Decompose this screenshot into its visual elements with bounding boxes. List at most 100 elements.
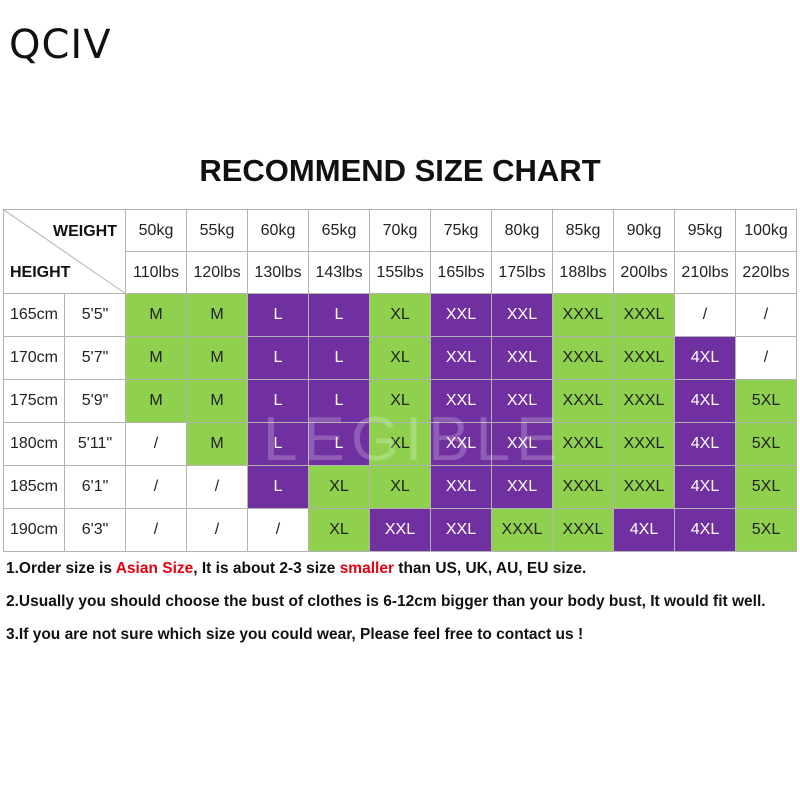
size-cell: M: [125, 336, 187, 380]
size-cell: M: [186, 379, 248, 423]
size-cell: L: [247, 422, 309, 466]
note-line: 3.If you are not sure which size you cou…: [6, 624, 800, 657]
size-cell: XL: [369, 293, 431, 337]
weight-lbs-cell: 155lbs: [369, 251, 431, 294]
size-cell: L: [247, 379, 309, 423]
size-cell: XL: [369, 465, 431, 509]
size-cell: 5XL: [735, 422, 797, 466]
size-cell: XXXL: [552, 336, 614, 380]
weight-lbs-cell: 110lbs: [125, 251, 187, 294]
weight-kg-cell: 75kg: [430, 209, 492, 252]
size-cell: /: [125, 508, 187, 552]
size-cell: XXXL: [613, 465, 675, 509]
size-cell: XL: [308, 465, 370, 509]
size-cell: XL: [308, 508, 370, 552]
size-cell: M: [125, 293, 187, 337]
size-row: 165cm 5'5" M M L L XL XXL XXL XXXL XXXL / /: [3, 293, 797, 337]
weight-kg-cell: 70kg: [369, 209, 431, 252]
note-text: 1.Order size is: [6, 560, 116, 577]
height-cm-cell: 175cm: [3, 379, 65, 423]
size-cell: XL: [369, 422, 431, 466]
size-row: 180cm 5'11" / M L L XL XXL XXL XXXL XXXL 4XL 5XL: [3, 422, 797, 466]
size-cell: /: [674, 293, 736, 337]
size-cell: 4XL: [674, 422, 736, 466]
size-row: 175cm 5'9" M M L L XL XXL XXL XXXL XXXL 4XL 5XL: [3, 379, 797, 423]
size-cell: XXL: [491, 379, 553, 423]
size-cell: /: [125, 422, 187, 466]
highlight-text: smaller: [339, 560, 394, 577]
size-cell: 4XL: [674, 379, 736, 423]
weight-lbs-cell: 220lbs: [735, 251, 797, 294]
size-cell: 5XL: [735, 508, 797, 552]
note-text: , It is about 2-3 size: [193, 560, 340, 577]
size-cell: XXXL: [552, 465, 614, 509]
size-cell: XXL: [430, 336, 492, 380]
size-cell: XXXL: [552, 508, 614, 552]
note-text: 2.Usually you should choose the bust of …: [6, 593, 766, 610]
size-cell: XXL: [491, 293, 553, 337]
size-cell: L: [247, 293, 309, 337]
size-cell: 4XL: [674, 508, 736, 552]
size-cell: XXXL: [552, 422, 614, 466]
weight-kg-row: WEIGHT HEIGHT 50kg 55kg 60kg 65kg 70kg 75kg 80…: [3, 209, 797, 294]
weight-lbs-cell: 120lbs: [186, 251, 248, 294]
page-title: RECOMMEND SIZE CHART: [199, 153, 601, 188]
weight-lbs-cell: 200lbs: [613, 251, 675, 294]
table-corner: WEIGHT HEIGHT: [3, 209, 126, 294]
note-text: 3.If you are not sure which size you cou…: [6, 626, 584, 643]
size-cell: XXXL: [552, 293, 614, 337]
size-cell: XXL: [430, 465, 492, 509]
weight-kg-cell: 100kg: [735, 209, 797, 252]
size-row: 185cm 6'1" / / L XL XL XXL XXL XXXL XXXL 4XL 5XL: [3, 465, 797, 509]
height-cm-cell: 185cm: [3, 465, 65, 509]
size-cell: XXL: [430, 379, 492, 423]
height-ft-cell: 5'5": [64, 293, 126, 337]
weight-kg-cell: 65kg: [308, 209, 370, 252]
weight-kg-cell: 55kg: [186, 209, 248, 252]
size-chart-table: WEIGHT HEIGHT 50kg 55kg 60kg 65kg 70kg 75kg 80…: [3, 209, 797, 552]
weight-kg-cell: 90kg: [613, 209, 675, 252]
size-cell: XXL: [491, 422, 553, 466]
size-cell: L: [308, 293, 370, 337]
size-chart-body: WEIGHT HEIGHT 50kg 55kg 60kg 65kg 70kg 75kg 80…: [3, 209, 797, 552]
size-cell: XXL: [430, 422, 492, 466]
size-cell: 4XL: [613, 508, 675, 552]
weight-lbs-cell: 143lbs: [308, 251, 370, 294]
weight-lbs-cell: 210lbs: [674, 251, 736, 294]
weight-kg-cell: 95kg: [674, 209, 736, 252]
size-cell: /: [125, 465, 187, 509]
size-cell: /: [186, 465, 248, 509]
size-cell: L: [308, 336, 370, 380]
height-header: HEIGHT: [10, 264, 71, 281]
size-cell: 4XL: [674, 465, 736, 509]
weight-lbs-cell: 188lbs: [552, 251, 614, 294]
height-cm-cell: 190cm: [3, 508, 65, 552]
size-cell: XXXL: [613, 422, 675, 466]
size-cell: L: [247, 465, 309, 509]
size-cell: XXL: [369, 508, 431, 552]
size-cell: XXXL: [552, 379, 614, 423]
note-text: than US, UK, AU, EU size.: [393, 560, 587, 577]
size-cell: 5XL: [735, 379, 797, 423]
size-cell: M: [186, 336, 248, 380]
size-cell: M: [125, 379, 187, 423]
weight-kg-cell: 80kg: [491, 209, 553, 252]
size-cell: L: [247, 336, 309, 380]
height-ft-cell: 6'1": [64, 465, 126, 509]
weight-lbs-row: 110lbs 120lbs 130lbs 143lbs 155lbs 165lbs 175l…: [4, 251, 797, 294]
weight-lbs-cell: 165lbs: [430, 251, 492, 294]
size-row: 190cm 6'3" / / / XL XXL XXL XXXL XXXL 4XL 4XL 5XL: [3, 508, 797, 552]
height-cm-cell: 165cm: [3, 293, 65, 337]
size-cell: /: [735, 336, 797, 380]
size-cell: XXXL: [613, 379, 675, 423]
size-cell: M: [186, 422, 248, 466]
corner-diagonal-line: [4, 210, 125, 293]
size-cell: XL: [369, 336, 431, 380]
weight-lbs-cell: 130lbs: [247, 251, 309, 294]
size-cell: L: [308, 422, 370, 466]
size-cell: XXL: [491, 465, 553, 509]
height-cm-cell: 180cm: [3, 422, 65, 466]
height-ft-cell: 6'3": [64, 508, 126, 552]
note-line: 2.Usually you should choose the bust of …: [6, 591, 800, 624]
size-cell: L: [308, 379, 370, 423]
